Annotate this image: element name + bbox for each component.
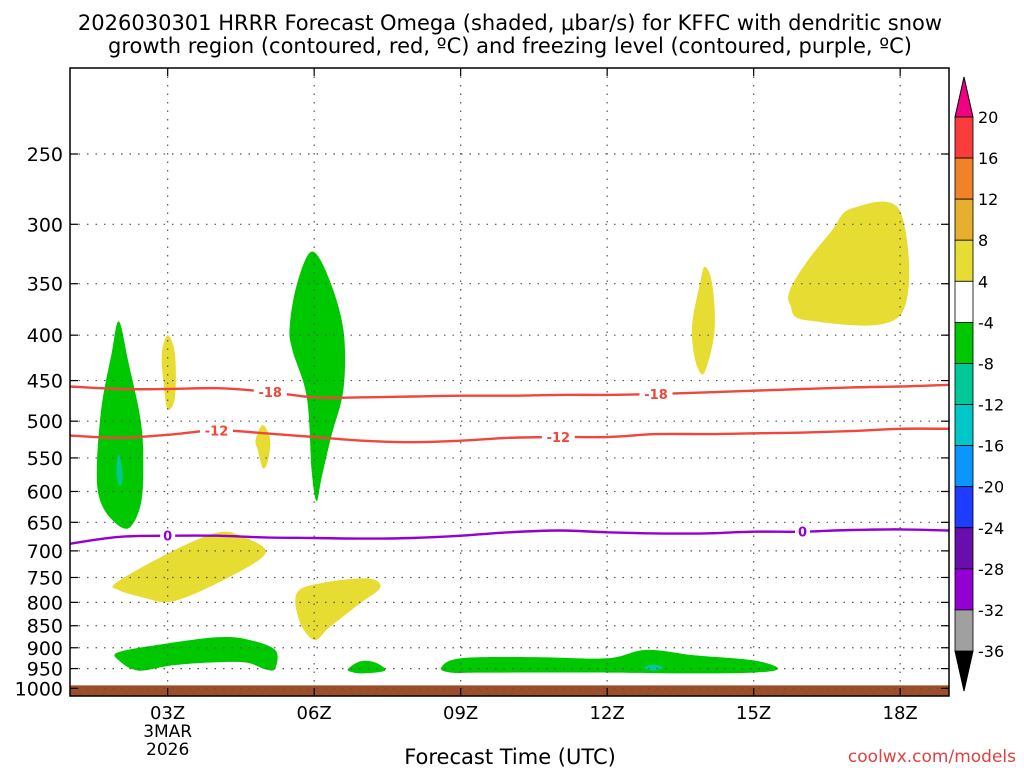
omega-region	[289, 251, 346, 502]
y-tick-label: 350	[27, 274, 63, 296]
x-tick-year: 2026	[146, 740, 189, 760]
colorbar-segment	[954, 486, 974, 529]
y-tick-label: 1000	[15, 678, 63, 700]
colorbar-segment	[954, 321, 974, 364]
colorbar-segment	[954, 157, 974, 200]
omega-region	[114, 636, 278, 671]
colorbar-segment	[954, 363, 974, 405]
colorbar-segment	[954, 609, 974, 652]
y-tick-label: 400	[27, 325, 63, 347]
contour-label: 0	[163, 530, 172, 545]
colorbar-segment	[954, 404, 974, 447]
watermark: coolwx.com/models	[848, 747, 1016, 767]
omega-region	[788, 201, 910, 326]
colorbar-segment	[954, 198, 974, 241]
y-tick-label: 250	[27, 144, 63, 166]
y-tick-label: 800	[27, 592, 63, 614]
colorbar-top-arrow	[954, 76, 974, 118]
x-tick-label: 03Z	[150, 703, 185, 724]
omega-region	[112, 531, 266, 603]
colorbar-label: -20	[978, 478, 1004, 497]
y-tick-label: 300	[27, 214, 63, 236]
y-tick-label: 850	[27, 616, 63, 638]
chart-title-line-2: growth region (contoured, red, ºC) and f…	[108, 34, 912, 58]
chart-title-line-1: 2026030301 HRRR Forecast Omega (shaded, …	[78, 11, 942, 35]
omega-region	[161, 335, 176, 410]
x-tick-label: 18Z	[883, 703, 918, 724]
colorbar-segment	[954, 116, 974, 159]
colorbar-label: 20	[978, 108, 998, 127]
contour-label-bg	[639, 387, 673, 402]
y-tick-label: 650	[27, 512, 63, 534]
y-tick-label: 450	[27, 371, 63, 393]
colorbar-bottom-arrow	[954, 650, 974, 692]
colorbar-segment	[954, 568, 974, 611]
colorbar-segment	[954, 280, 974, 323]
colorbar-label: -32	[978, 601, 1004, 620]
y-tick-label: 750	[27, 567, 63, 589]
contour-label: 0	[798, 526, 807, 541]
colorbar-label: 12	[978, 190, 998, 209]
y-axis: 2503003504004505005506006507007508008509…	[15, 144, 949, 700]
contour-label: -12	[547, 431, 571, 446]
colorbar-label: 4	[978, 272, 988, 291]
plot-frame	[69, 67, 950, 697]
x-tick-label: 09Z	[443, 703, 478, 724]
x-tick-label: 12Z	[590, 703, 625, 724]
colorbar-segment	[954, 445, 974, 488]
omega-region	[440, 649, 779, 674]
contour-label: -18	[644, 388, 668, 403]
colorbar: -36 -32 -28 -24 -20 -16 -12 -8 -4 4 8 12 16 20	[954, 76, 1004, 692]
contour-label-bg	[253, 385, 287, 400]
colorbar-segment	[954, 527, 974, 570]
colorbar-label: -8	[978, 354, 994, 373]
omega-region	[691, 266, 715, 375]
colorbar-label: -28	[978, 560, 1004, 579]
colorbar-label: -4	[978, 313, 994, 332]
omega-region	[347, 660, 386, 674]
omega-shading	[96, 201, 910, 674]
contour-label-bg	[200, 423, 233, 438]
y-tick-label: 550	[27, 448, 63, 470]
ground-fill	[70, 685, 949, 696]
colorbar-label: 8	[978, 231, 988, 250]
omega-region	[295, 578, 381, 641]
colorbar-label: -24	[978, 519, 1004, 538]
colorbar-segment	[954, 239, 974, 282]
contours: -18 -18 -12 -12 0 0	[69, 383, 950, 545]
contour-label: -18	[258, 386, 282, 401]
contour-line	[69, 383, 950, 399]
contour-label-bg	[541, 430, 575, 445]
x-tick-date: 3MAR	[143, 722, 192, 742]
ground-layer	[70, 685, 949, 696]
y-tick-label: 700	[27, 541, 63, 563]
y-tick-label: 900	[27, 638, 63, 660]
x-tick-label: 06Z	[297, 703, 332, 724]
colorbar-label: 16	[978, 149, 998, 168]
y-tick-label: 500	[27, 411, 63, 433]
colorbar-label: -36	[978, 642, 1004, 661]
omega-region	[116, 454, 123, 487]
contour-label-bg	[160, 528, 176, 543]
colorbar-label: -16	[978, 437, 1004, 456]
contour-label-bg	[795, 524, 810, 539]
y-tick-label: 950	[27, 659, 63, 681]
colorbar-label: -12	[978, 396, 1004, 415]
grid	[70, 68, 949, 696]
contour-label: -12	[205, 424, 229, 439]
y-tick-label: 600	[27, 481, 63, 503]
x-tick-label: 15Z	[736, 703, 771, 724]
x-axis-title: Forecast Time (UTC)	[404, 745, 616, 768]
omega-region	[96, 321, 144, 529]
